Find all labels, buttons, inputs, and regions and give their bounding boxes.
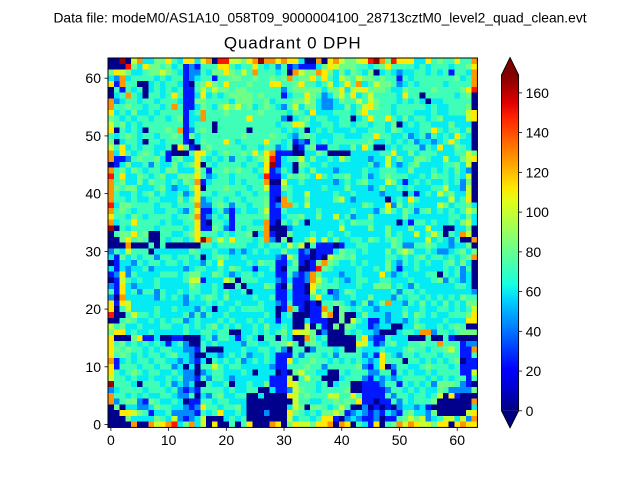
svg-text:0: 0 xyxy=(107,432,115,448)
svg-text:Quadrant 0 DPH: Quadrant 0 DPH xyxy=(224,33,362,52)
svg-text:30: 30 xyxy=(85,243,101,259)
svg-text:60: 60 xyxy=(85,70,101,86)
svg-text:10: 10 xyxy=(161,432,177,448)
svg-text:30: 30 xyxy=(276,432,292,448)
svg-text:10: 10 xyxy=(85,359,101,375)
svg-text:40: 40 xyxy=(526,323,542,339)
svg-text:60: 60 xyxy=(526,284,542,300)
svg-text:0: 0 xyxy=(93,417,101,433)
svg-text:100: 100 xyxy=(526,204,550,220)
svg-text:20: 20 xyxy=(526,363,542,379)
svg-text:40: 40 xyxy=(334,432,350,448)
svg-text:Data file: modeM0/AS1A10_058T0: Data file: modeM0/AS1A10_058T09_90000041… xyxy=(53,10,586,25)
svg-text:120: 120 xyxy=(526,164,550,180)
svg-text:0: 0 xyxy=(526,403,534,419)
svg-text:50: 50 xyxy=(392,432,408,448)
svg-text:50: 50 xyxy=(85,128,101,144)
svg-text:40: 40 xyxy=(85,186,101,202)
svg-text:160: 160 xyxy=(526,85,550,101)
svg-text:140: 140 xyxy=(526,125,550,141)
svg-text:60: 60 xyxy=(449,432,465,448)
svg-text:80: 80 xyxy=(526,244,542,260)
svg-text:20: 20 xyxy=(219,432,235,448)
svg-text:20: 20 xyxy=(85,301,101,317)
